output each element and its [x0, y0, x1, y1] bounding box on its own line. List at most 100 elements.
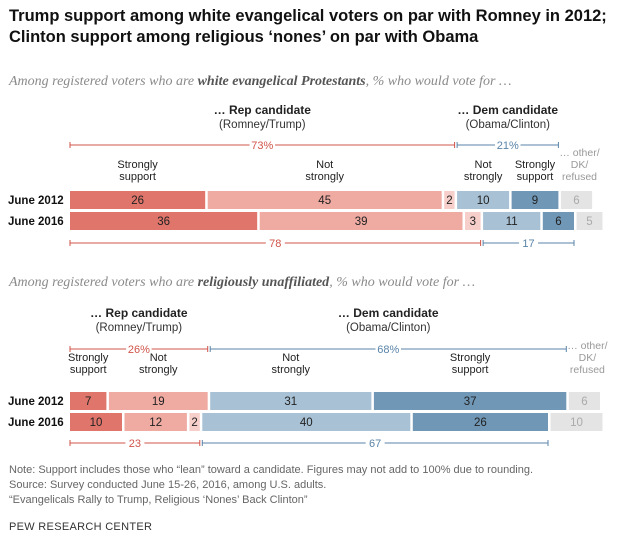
panel-1-bar-segment	[207, 191, 442, 209]
panel-1-bracket-rep-2016-label: 78	[269, 238, 281, 250]
panel-2-bar-value: 26	[474, 417, 487, 429]
panel-1-row-label: June 2012	[8, 195, 64, 207]
panel-2-bar-segment	[189, 413, 200, 431]
panel-2-bar-value: 37	[464, 396, 477, 408]
panel-1-bar-segment	[457, 191, 510, 209]
panel-1-bar-value: 5	[586, 216, 592, 228]
panel-1-bar-value: 39	[355, 216, 368, 228]
panel-2-subtitle-pre: Among registered voters who are	[9, 275, 198, 290]
panel-2-bar-segment	[70, 413, 122, 431]
panel-1-bar-value: 6	[555, 216, 561, 228]
panel-2-subtitle-emphasis: religiously unaffiliated	[197, 275, 330, 290]
panel-1-bar-segment	[259, 212, 463, 230]
panel-2-bar-segment	[70, 392, 107, 410]
panel-1-segment-label-4: Not	[475, 159, 492, 171]
notes: Note: Support includes those who “lean” …	[9, 463, 533, 508]
chart-title-line-2: Clinton support among religious ‘nones’ …	[9, 28, 479, 46]
panel-1-segment-label-6: DK/	[571, 159, 589, 171]
panel-2-bracket-rep-2012-label: 26%	[128, 344, 150, 356]
panel-2-bracket-dem-2012-label: 68%	[377, 344, 399, 356]
panel-1-subtitle-post: , % who would vote for …	[365, 74, 512, 89]
panel-2-bar-value: 40	[300, 417, 313, 429]
panel-1-segment-label-0: support	[119, 171, 156, 183]
panel-1-subtitle-emphasis: white evangelical Protestants	[197, 74, 366, 89]
panel-2-subtitle: Among registered voters who are religiou…	[9, 275, 475, 291]
panel-2-bar-segment	[568, 392, 600, 410]
panel-2-bar-segment	[412, 413, 548, 431]
panel-2-subheader-dem: (Obama/Clinton)	[346, 322, 431, 334]
panel-1-segment-label-6: refused	[562, 171, 597, 183]
panel-2-bar-segment	[373, 392, 567, 410]
panel-1-segment-label-1: Not	[316, 159, 333, 171]
panel-1-segment-label-5: Strongly	[515, 159, 556, 171]
panel-2-bar-value: 7	[85, 396, 91, 408]
panel-2-segment-label-1: Not	[150, 352, 167, 364]
panel-1-bar-segment	[576, 212, 603, 230]
panel-2-bar-value: 6	[581, 396, 587, 408]
pew-research-center-logo: PEW RESEARCH CENTER	[9, 521, 153, 533]
panel-2-segment-label-4: Not	[282, 352, 299, 364]
panel-2-segment-label-6: … other/	[567, 340, 607, 352]
panel-2-segment-label-0: Strongly	[68, 352, 109, 364]
panel-1-bar-segment	[560, 191, 593, 209]
panel-2-bracket-rep-2016-label: 23	[129, 438, 141, 450]
panel-2-row-label: June 2012	[8, 396, 64, 408]
panel-1-bracket-dem-2012-label: 21%	[497, 140, 519, 152]
panel-1-bracket-rep-2012-label: 73%	[251, 140, 273, 152]
panel-2-bar-value: 12	[149, 417, 162, 429]
panel-1-segment-label-4: strongly	[464, 171, 503, 183]
panel-2-subheader-rep: (Romney/Trump)	[96, 322, 183, 334]
panel-1-bar-segment	[511, 191, 559, 209]
panel-2-segment-label-6: refused	[570, 364, 605, 376]
panel-2-segment-label-6: DK/	[579, 352, 597, 364]
panel-1-bar-segment	[542, 212, 574, 230]
panel-2-bar-segment	[210, 392, 372, 410]
panel-2-segment-label-4: strongly	[272, 364, 311, 376]
panel-2-segment-label-5: support	[452, 364, 489, 376]
panel-2-bracket-dem-2016-label: 67	[369, 438, 381, 450]
panel-1-subheader-dem: (Obama/Clinton)	[466, 119, 551, 131]
panel-1-row-label: June 2016	[8, 216, 64, 228]
panel-1-header-dem: … Dem candidate	[457, 103, 558, 117]
panel-2-bar-segment	[124, 413, 187, 431]
panel-1-segment-label-6: … other/	[559, 147, 599, 159]
panel-2-row-label: June 2016	[8, 417, 64, 429]
panel-1-subtitle-pre: Among registered voters who are	[9, 74, 198, 89]
panel-2-bar-value: 31	[284, 396, 297, 408]
panel-1-bar-value: 26	[131, 195, 144, 207]
panel-2-bar-value: 10	[90, 417, 103, 429]
panel-1-bar-segment	[483, 212, 541, 230]
panel-2-segment-label-0: support	[70, 364, 107, 376]
panel-1-bar-segment	[444, 191, 455, 209]
chart-title-line-1: Trump support among white evangelical vo…	[9, 7, 607, 25]
panel-1-bar-value: 10	[477, 195, 490, 207]
panel-1-subtitle: Among registered voters who are white ev…	[9, 74, 511, 90]
chart-title: Trump support among white evangelical vo…	[9, 6, 609, 48]
panel-2-subtitle-post: , % who would vote for …	[329, 275, 476, 290]
panel-2-segment-label-1: strongly	[139, 364, 178, 376]
panel-2-bar-segment	[550, 413, 603, 431]
panel-1-bar-value: 9	[532, 195, 538, 207]
note-line: Note: Support includes those who “lean” …	[9, 464, 534, 476]
panel-1-segment-label-1: strongly	[305, 171, 344, 183]
panel-2-bar-segment	[202, 413, 411, 431]
report-title-line: “Evangelicals Rally to Trump, Religious …	[9, 494, 308, 506]
panel-1-segment-label-5: support	[517, 171, 554, 183]
panel-1-bar-segment	[465, 212, 481, 230]
panel-1-subheader-rep: (Romney/Trump)	[219, 119, 306, 131]
panel-2-bar-value: 10	[570, 417, 583, 429]
panel-2-header-dem: … Dem candidate	[338, 306, 439, 320]
panel-2-bar-segment	[108, 392, 208, 410]
panel-1-bar-value: 11	[506, 216, 518, 228]
panel-1-bracket-dem-2016-label: 17	[522, 238, 534, 250]
panel-2-header-rep: … Rep candidate	[90, 306, 188, 320]
panel-2-bar-value: 19	[152, 396, 165, 408]
panel-1-bar-value: 3	[470, 216, 476, 228]
source-line: Source: Survey conducted June 15-26, 201…	[9, 479, 327, 491]
panel-2-segment-label-5: Strongly	[450, 352, 491, 364]
panel-1-segment-label-0: Strongly	[117, 159, 158, 171]
panel-1-bar-segment	[70, 191, 206, 209]
panel-1-bar-value: 6	[573, 195, 579, 207]
panel-1-bar-value: 36	[157, 216, 170, 228]
